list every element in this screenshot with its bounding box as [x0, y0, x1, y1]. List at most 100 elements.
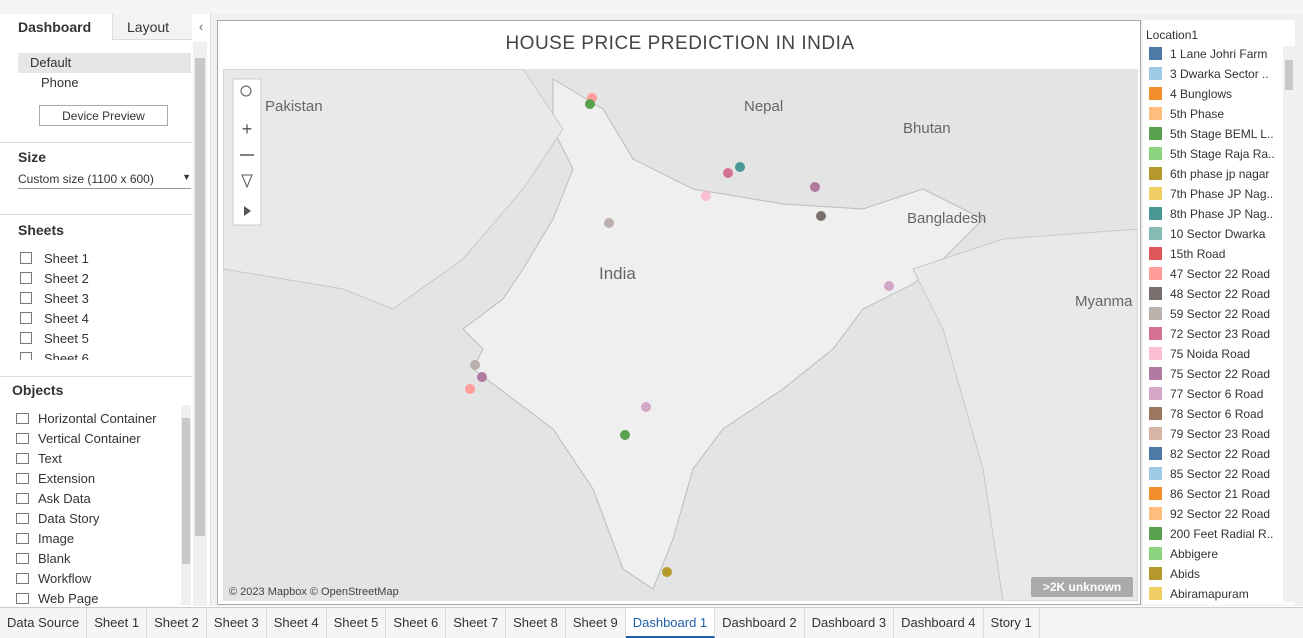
legend-swatch: [1149, 527, 1162, 540]
sheet-tab[interactable]: Dashboard 3: [805, 608, 895, 638]
sheet-tab[interactable]: Dashboard 2: [715, 608, 805, 638]
legend-item[interactable]: 7th Phase JP Nag..: [1143, 184, 1281, 204]
map-point[interactable]: [470, 360, 480, 370]
legend-item[interactable]: 5th Stage Raja Ra..: [1143, 144, 1281, 164]
object-item[interactable]: Horizontal Container: [14, 409, 180, 429]
sheet-tab[interactable]: Dashboard 4: [894, 608, 984, 638]
object-item[interactable]: Image: [14, 529, 180, 549]
legend-item[interactable]: 1 Lane Johri Farm: [1143, 44, 1281, 64]
map-label: Nepal: [744, 98, 783, 115]
map-point[interactable]: [810, 182, 820, 192]
zoom-in-button[interactable]: +: [242, 119, 253, 139]
legend-item[interactable]: 82 Sector 22 Road: [1143, 444, 1281, 464]
legend-item[interactable]: 6th phase jp nagar: [1143, 164, 1281, 184]
map-point[interactable]: [477, 372, 487, 382]
legend-swatch: [1149, 467, 1162, 480]
tab[interactable]: Dashboard: [0, 14, 112, 40]
scroll-thumb[interactable]: [182, 418, 190, 564]
legend-item[interactable]: 15th Road: [1143, 244, 1281, 264]
legend-item[interactable]: Abiramapuram: [1143, 584, 1281, 604]
sheet-tab[interactable]: Dashboard 1: [625, 608, 716, 638]
dashboard-title: HOUSE PRICE PREDICTION IN INDIA: [505, 33, 855, 54]
map-point[interactable]: [620, 430, 630, 440]
map-point[interactable]: [701, 191, 711, 201]
legend-item[interactable]: 5th Phase: [1143, 104, 1281, 124]
tab[interactable]: Layout: [112, 14, 192, 40]
object-item[interactable]: Data Story: [14, 509, 180, 529]
sheet-tab[interactable]: Story 1: [984, 608, 1040, 638]
legend-item[interactable]: Abbigere: [1143, 544, 1281, 564]
object-item[interactable]: Extension: [14, 469, 180, 489]
legend-item[interactable]: 4 Bunglows: [1143, 84, 1281, 104]
sheet-item[interactable]: Sheet 1: [18, 249, 190, 269]
pin-button[interactable]: [241, 174, 253, 189]
sheet-tab[interactable]: Sheet 2: [147, 608, 207, 638]
object-item[interactable]: Ask Data: [14, 489, 180, 509]
map-point[interactable]: [585, 99, 595, 109]
object-item[interactable]: Blank: [14, 549, 180, 569]
scroll-thumb[interactable]: [195, 58, 205, 536]
map-point[interactable]: [884, 281, 894, 291]
search-button[interactable]: [240, 85, 252, 97]
legend-item[interactable]: 3 Dwarka Sector ..: [1143, 64, 1281, 84]
sheet-tab[interactable]: Sheet 3: [207, 608, 267, 638]
map-point[interactable]: [465, 384, 475, 394]
legend-item[interactable]: 47 Sector 22 Road: [1143, 264, 1281, 284]
sheet-tab[interactable]: Sheet 7: [446, 608, 507, 638]
legend-item[interactable]: 79 Sector 23 Road: [1143, 424, 1281, 444]
device-item[interactable]: Default: [18, 53, 191, 73]
scrollbar[interactable]: [1283, 46, 1295, 602]
sheet-tab[interactable]: Sheet 1: [87, 608, 148, 638]
size-dropdown[interactable]: Custom size (1100 x 600) ▼: [18, 172, 191, 189]
legend-item[interactable]: 5th Stage BEML L..: [1143, 124, 1281, 144]
legend-item[interactable]: 48 Sector 22 Road: [1143, 284, 1281, 304]
sheet-tab[interactable]: Sheet 5: [327, 608, 387, 638]
legend-label: 5th Stage Raja Ra..: [1170, 147, 1275, 161]
collapse-button[interactable]: ‹: [198, 19, 204, 34]
sheet-tab[interactable]: Sheet 6: [386, 608, 447, 638]
toolbar-expand-button[interactable]: [244, 206, 251, 216]
legend-item[interactable]: 92 Sector 22 Road: [1143, 504, 1281, 524]
map-point[interactable]: [735, 162, 745, 172]
map-point[interactable]: [662, 567, 672, 577]
sheet-tab[interactable]: Sheet 4: [267, 608, 327, 638]
scroll-thumb[interactable]: [1285, 60, 1293, 90]
sheet-list: Sheet 1 Sheet 2 Sheet 3 Sheet 4 Sheet 5 Sheet…: [18, 249, 190, 360]
sheet-item[interactable]: Sheet 6: [18, 349, 190, 360]
map-point[interactable]: [816, 211, 826, 221]
map-point[interactable]: [604, 218, 614, 228]
legend-item[interactable]: 75 Noida Road: [1143, 344, 1281, 364]
sheet-item[interactable]: Sheet 5: [18, 329, 190, 349]
sheet-tab[interactable]: Sheet 9: [566, 608, 626, 638]
legend-item[interactable]: Abids: [1143, 564, 1281, 584]
object-item[interactable]: Workflow: [14, 569, 180, 589]
legend-item[interactable]: 85 Sector 22 Road: [1143, 464, 1281, 484]
legend-item[interactable]: 77 Sector 6 Road: [1143, 384, 1281, 404]
map-point[interactable]: [723, 168, 733, 178]
legend-item[interactable]: 78 Sector 6 Road: [1143, 404, 1281, 424]
map-label: Bhutan: [903, 120, 951, 137]
legend-item[interactable]: 200 Feet Radial R..: [1143, 524, 1281, 544]
device-item[interactable]: Phone: [41, 75, 79, 90]
legend-label: 7th Phase JP Nag..: [1170, 187, 1274, 201]
legend-item[interactable]: 75 Sector 22 Road: [1143, 364, 1281, 384]
object-name: Workflow: [38, 571, 92, 586]
sheet-item[interactable]: Sheet 4: [18, 309, 190, 329]
object-item[interactable]: Web Page: [14, 589, 180, 606]
legend-item[interactable]: 86 Sector 21 Road: [1143, 484, 1281, 504]
legend-item[interactable]: 10 Sector Dwarka: [1143, 224, 1281, 244]
map-point[interactable]: [641, 402, 651, 412]
sheet-item[interactable]: Sheet 3: [18, 289, 190, 309]
legend-item[interactable]: 8th Phase JP Nag..: [1143, 204, 1281, 224]
sheet-tab[interactable]: Data Source: [0, 608, 88, 638]
object-item[interactable]: Vertical Container: [14, 429, 180, 449]
legend-item[interactable]: 72 Sector 23 Road: [1143, 324, 1281, 344]
object-item[interactable]: Text: [14, 449, 180, 469]
unknown-badge-bg[interactable]: [1031, 577, 1133, 597]
sheet-tab[interactable]: Sheet 8: [506, 608, 566, 638]
sheet-item[interactable]: Sheet 2: [18, 269, 190, 289]
button[interactable]: Device Preview: [39, 105, 168, 126]
legend-item[interactable]: 59 Sector 22 Road: [1143, 304, 1281, 324]
unknown-badge[interactable]: >2K unknown: [1043, 580, 1121, 594]
